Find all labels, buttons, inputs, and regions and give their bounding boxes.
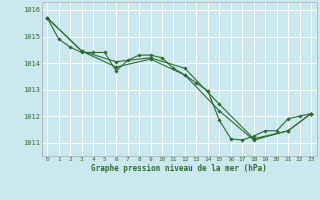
X-axis label: Graphe pression niveau de la mer (hPa): Graphe pression niveau de la mer (hPa) bbox=[91, 164, 267, 173]
